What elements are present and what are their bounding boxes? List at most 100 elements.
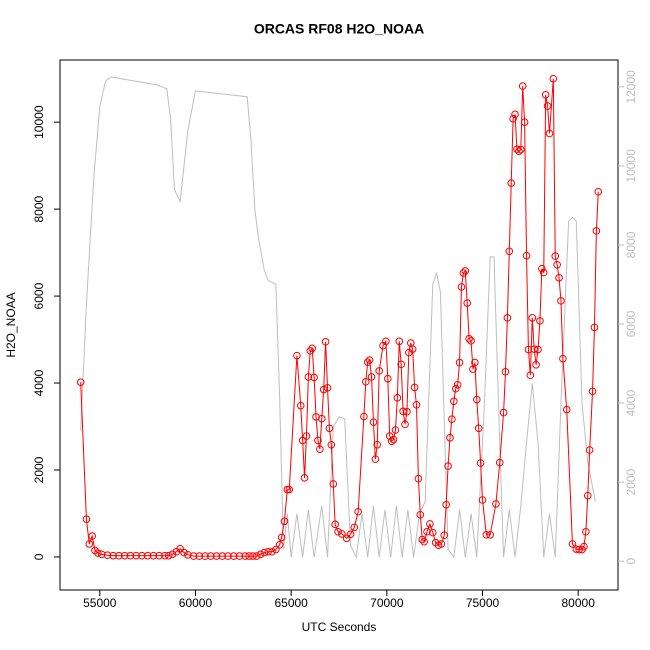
data-point xyxy=(410,383,419,392)
data-point xyxy=(467,337,475,345)
data-point xyxy=(551,252,560,260)
data-point xyxy=(585,446,594,454)
data-point xyxy=(511,110,519,119)
data-point xyxy=(138,551,146,560)
data-point xyxy=(334,527,342,536)
data-point xyxy=(455,358,464,367)
data-point xyxy=(428,528,437,537)
data-point xyxy=(538,264,546,273)
plot-frame xyxy=(59,59,619,591)
data-point xyxy=(482,530,491,539)
data-point xyxy=(530,345,538,353)
data-point xyxy=(528,314,537,322)
data-point xyxy=(594,187,603,196)
data-point xyxy=(319,385,328,394)
data-point xyxy=(285,485,294,494)
y-axis-label: H2O_NOAA xyxy=(4,292,18,357)
data-point xyxy=(363,358,372,366)
y2-tick-label: 6000 xyxy=(624,310,638,337)
data-point xyxy=(465,334,473,343)
data-point xyxy=(520,118,529,126)
data-point xyxy=(559,354,567,363)
data-point xyxy=(164,551,173,560)
data-point xyxy=(505,247,514,256)
series-line xyxy=(80,76,596,559)
data-point xyxy=(245,552,253,560)
data-point xyxy=(582,527,590,536)
data-point xyxy=(373,440,382,449)
data-point xyxy=(459,269,468,277)
data-point xyxy=(300,474,309,482)
y2-tick-label: 10000 xyxy=(624,149,638,183)
data-point xyxy=(383,374,392,383)
data-point xyxy=(526,371,535,380)
data-point xyxy=(260,548,269,557)
data-point xyxy=(184,550,192,559)
series-line xyxy=(80,78,599,557)
data-point xyxy=(440,531,449,540)
x-tick-label: 55000 xyxy=(83,596,117,610)
data-point xyxy=(450,397,458,406)
data-point xyxy=(478,496,487,504)
data-point xyxy=(492,500,500,508)
data-point xyxy=(354,507,362,516)
data-point xyxy=(249,552,257,560)
data-point xyxy=(97,550,106,559)
data-point xyxy=(486,530,494,539)
y2-tick-label: 4000 xyxy=(624,389,638,416)
y2-tick-label: 8000 xyxy=(624,231,638,258)
data-point xyxy=(387,437,396,446)
data-point xyxy=(361,377,370,386)
data-point xyxy=(155,551,163,560)
data-point xyxy=(76,378,85,386)
x-tick-label: 60000 xyxy=(179,596,213,610)
data-point xyxy=(420,537,428,546)
data-point xyxy=(463,299,472,307)
data-point xyxy=(367,373,376,381)
x-tick-label: 75000 xyxy=(466,596,500,610)
data-point xyxy=(126,551,135,560)
data-point xyxy=(256,550,265,559)
data-point xyxy=(426,520,434,528)
data-point xyxy=(371,455,380,463)
data-point xyxy=(94,549,102,557)
x-tick-label: 80000 xyxy=(562,596,596,610)
data-point xyxy=(397,360,405,369)
y-tick-label: 6000 xyxy=(32,282,46,309)
data-point xyxy=(201,552,209,560)
data-point xyxy=(82,515,91,523)
data-point xyxy=(331,520,339,529)
data-point xyxy=(85,540,94,548)
data-point xyxy=(241,552,250,560)
data-point xyxy=(218,552,227,560)
data-point xyxy=(518,82,527,90)
data-point xyxy=(555,274,563,282)
data-point xyxy=(532,360,540,369)
y-tick-label: 0 xyxy=(32,553,46,560)
data-point xyxy=(453,380,462,389)
data-point xyxy=(568,540,577,548)
data-point xyxy=(168,550,177,559)
data-point xyxy=(369,418,378,426)
data-point xyxy=(360,412,368,421)
y-tick-label: 4000 xyxy=(32,369,46,396)
data-point xyxy=(120,551,129,560)
data-point xyxy=(206,552,215,560)
data-point xyxy=(472,395,481,404)
data-point xyxy=(403,407,411,416)
data-point xyxy=(509,114,517,123)
data-point xyxy=(534,345,542,354)
data-point xyxy=(399,407,407,416)
data-point xyxy=(451,384,460,393)
data-point xyxy=(189,552,198,560)
data-point xyxy=(338,530,346,538)
data-point xyxy=(562,405,571,414)
data-point xyxy=(298,436,307,445)
data-point xyxy=(416,510,425,519)
data-point xyxy=(176,544,184,553)
data-point xyxy=(143,551,152,560)
data-point xyxy=(224,552,232,560)
data-point xyxy=(393,394,402,402)
data-point xyxy=(423,527,431,536)
data-point xyxy=(588,387,597,396)
